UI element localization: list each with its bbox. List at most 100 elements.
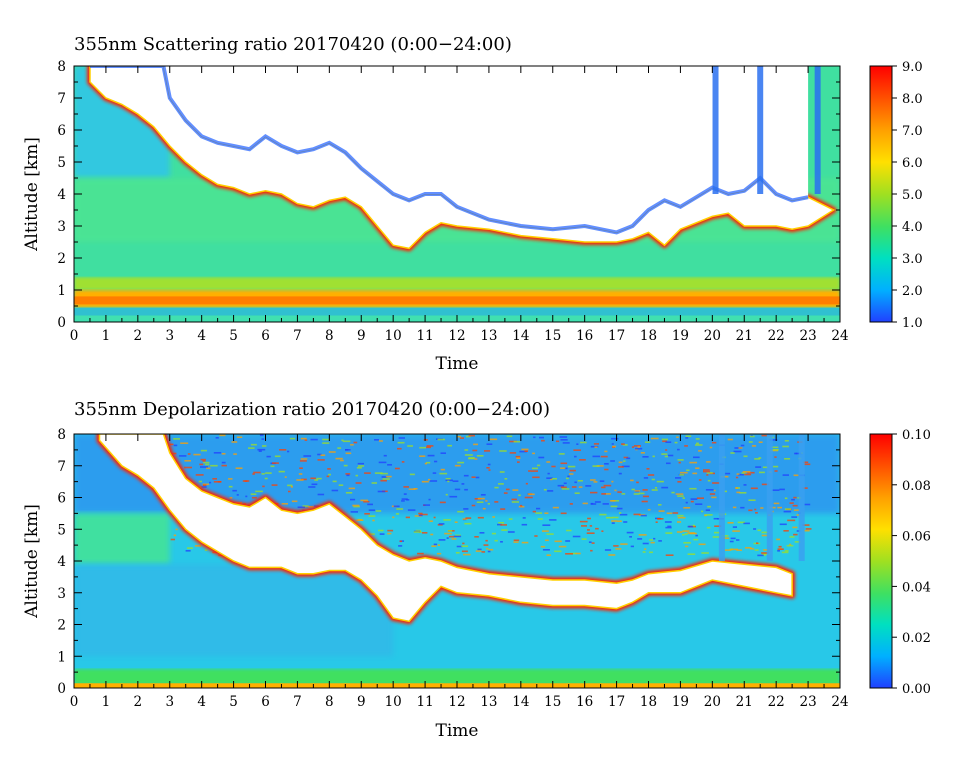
y-tick-label: 7	[57, 91, 66, 107]
y-tick-label: 1	[57, 283, 66, 299]
vertical-feature	[814, 66, 821, 194]
y-axis-label: Altitude [km]	[22, 137, 42, 252]
y-axis-label: Altitude [km]	[22, 504, 42, 619]
x-tick-label: 21	[736, 328, 753, 344]
y-tick-label: 7	[57, 459, 66, 475]
x-tick-label: 24	[831, 694, 848, 710]
colorbar-gradient	[869, 65, 893, 323]
x-tick-label: 16	[576, 328, 593, 344]
colorbar-tick-label: 7.0	[902, 124, 923, 139]
x-tick-label: 13	[480, 328, 497, 344]
y-tick-label: 0	[57, 681, 66, 697]
y-tick-label: 5	[57, 522, 66, 538]
x-tick-label: 17	[608, 328, 625, 344]
y-tick-label: 2	[57, 251, 66, 267]
x-tick-label: 1	[102, 694, 111, 710]
vertical-feature	[798, 434, 805, 561]
vertical-feature	[718, 434, 725, 561]
panel-title: 355nm Scattering ratio 20170420 (0:00−24…	[74, 34, 512, 55]
x-axis-label: Time	[436, 721, 479, 741]
x-tick-label: 21	[736, 694, 753, 710]
y-axis: 0 1 2 3 4 5 6 7 8	[57, 427, 840, 697]
x-tick-label: 19	[672, 328, 689, 344]
colorbar-tick-label: 1.0	[902, 316, 923, 331]
surface-layer	[74, 307, 840, 316]
x-tick-label: 22	[768, 694, 785, 710]
x-tick-label: 14	[512, 328, 529, 344]
x-tick-label: 23	[799, 328, 816, 344]
x-tick-label: 7	[293, 694, 302, 710]
y-tick-label: 5	[57, 155, 66, 171]
x-tick-label: 14	[512, 694, 529, 710]
cloud-core	[98, 434, 793, 623]
colorbar-gradient	[869, 433, 893, 689]
x-tick-label: 4	[197, 694, 206, 710]
x-tick-label: 16	[576, 694, 593, 710]
colorbar: 0.00 0.02 0.04 0.06 0.08 0.10	[869, 428, 931, 697]
x-tick-label: 11	[416, 328, 433, 344]
x-tick-label: 10	[385, 328, 402, 344]
y-tick-label: 8	[57, 59, 66, 75]
vertical-feature	[766, 434, 773, 561]
x-tick-label: 20	[704, 328, 721, 344]
x-tick-label: 5	[229, 694, 238, 710]
y-tick-label: 3	[57, 586, 66, 602]
colorbar-tick-label: 8.0	[902, 92, 923, 107]
colorbar-tick-label: 3.0	[902, 252, 923, 267]
colorbar-tick-label: 6.0	[902, 156, 923, 171]
colorbar-tick-label: 0.08	[902, 479, 931, 494]
y-tick-label: 4	[57, 187, 66, 203]
heatmap-field	[74, 434, 840, 688]
mid-layer	[74, 513, 170, 565]
x-tick-label: 3	[165, 694, 174, 710]
aerosol-layer-upper	[74, 277, 840, 290]
x-tick-label: 0	[70, 694, 79, 710]
y-tick-label: 1	[57, 649, 66, 665]
x-tick-label: 11	[416, 694, 433, 710]
heatmap-field	[74, 66, 840, 322]
aerosol-layer-core	[74, 296, 840, 305]
x-tick-label: 2	[134, 694, 143, 710]
x-tick-label: 9	[357, 328, 366, 344]
y-tick-label: 4	[57, 554, 66, 570]
x-tick-label: 19	[672, 694, 689, 710]
colorbar-tick-label: 0.00	[902, 682, 931, 697]
y-tick-label: 6	[57, 491, 66, 507]
vertical-feature	[757, 66, 764, 194]
x-axis: 0 1 2 3 4 5 6 7 8 9 10 11 12 13 14 15 16 17 18 19 20 21 22 23 24	[70, 66, 849, 344]
surface-layer	[74, 668, 840, 685]
x-tick-label: 9	[357, 694, 366, 710]
colorbar-tick-label: 0.04	[902, 580, 931, 595]
cloud-top-edge	[90, 66, 809, 235]
x-tick-label: 15	[544, 694, 561, 710]
x-tick-label: 15	[544, 328, 561, 344]
low-depol-zone	[74, 564, 394, 657]
x-tick-label: 12	[448, 328, 465, 344]
x-tick-label: 20	[704, 694, 721, 710]
x-tick-label: 5	[229, 328, 238, 344]
colorbar-tick-label: 0.06	[902, 530, 931, 545]
x-axis-label: Time	[436, 354, 479, 374]
x-tick-label: 0	[70, 328, 79, 344]
colorbar: 1.0 2.0 3.0 4.0 5.0 6.0 7.0 8.0 9.0	[869, 60, 923, 331]
colorbar-tick-label: 5.0	[902, 188, 923, 203]
x-tick-label: 12	[448, 694, 465, 710]
no-signal-region	[90, 66, 809, 233]
x-axis: 0 1 2 3 4 5 6 7 8 9 10 11 12 13 14 15 16 17 18 19 20 21 22 23 24	[70, 434, 849, 710]
x-tick-label: 8	[325, 694, 334, 710]
colorbar-tick-label: 9.0	[902, 60, 923, 75]
x-tick-label: 10	[385, 694, 402, 710]
x-tick-label: 23	[799, 694, 816, 710]
x-tick-label: 13	[480, 694, 497, 710]
x-tick-label: 18	[640, 328, 657, 344]
x-tick-label: 7	[293, 328, 302, 344]
y-tick-label: 6	[57, 123, 66, 139]
colorbar-tick-label: 0.02	[902, 631, 931, 646]
depolarization-ratio-panel: 355nm Depolarization ratio 20170420 (0:0…	[22, 399, 931, 741]
colorbar-tick-label: 2.0	[902, 284, 923, 299]
x-tick-label: 18	[640, 694, 657, 710]
colorbar-tick-label: 0.10	[902, 428, 931, 443]
x-tick-label: 4	[197, 328, 206, 344]
vertical-feature	[712, 66, 719, 194]
y-tick-label: 8	[57, 427, 66, 443]
